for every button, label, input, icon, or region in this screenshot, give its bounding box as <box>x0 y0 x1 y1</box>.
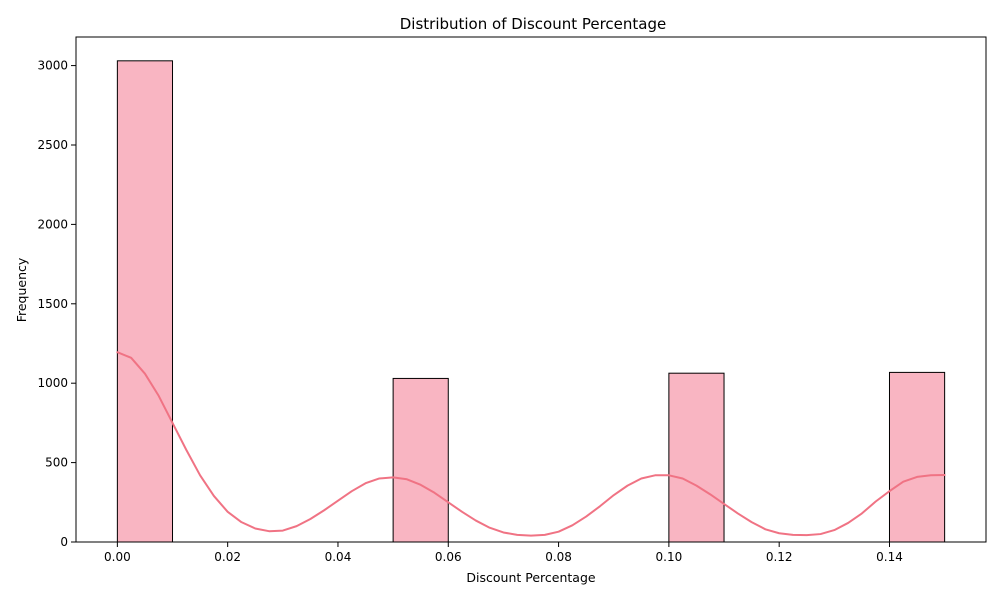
x-tick-label: 0.06 <box>435 550 462 564</box>
histogram-bar-2 <box>668 372 725 543</box>
x-tick-label: 0.14 <box>876 550 903 564</box>
x-tick-label: 0.10 <box>656 550 683 564</box>
y-axis-label: Frequency <box>14 257 29 322</box>
y-tick-label: 1500 <box>37 297 68 311</box>
kde-layer <box>116 351 946 537</box>
plot-frame <box>75 36 987 543</box>
y-tick-label: 2500 <box>37 138 68 152</box>
y-tick-label: 500 <box>45 456 68 470</box>
x-tick-label: 0.08 <box>545 550 572 564</box>
histogram-bars <box>116 60 946 543</box>
histogram-bar-3 <box>888 371 946 543</box>
x-tick-label: 0.12 <box>766 550 793 564</box>
y-tick-label: 2000 <box>37 217 68 231</box>
kde-curve <box>116 351 946 537</box>
x-tick-label: 0.04 <box>325 550 352 564</box>
y-tick-label: 0 <box>60 535 68 549</box>
x-tick-label: 0.00 <box>104 550 131 564</box>
x-axis-label: Discount Percentage <box>466 570 595 585</box>
x-tick-label: 0.02 <box>214 550 241 564</box>
histogram-bar-1 <box>392 377 449 543</box>
y-tick-label: 3000 <box>37 59 68 73</box>
histogram-bar-0 <box>116 60 174 543</box>
x-axis-ticks: 0.00 0.02 0.04 0.06 0.08 0.10 0.12 0.14 <box>104 542 903 564</box>
y-tick-label: 1000 <box>37 376 68 390</box>
y-axis-ticks: 0 500 1000 1500 2000 2500 3000 <box>37 59 76 549</box>
chart-title: Distribution of Discount Percentage <box>400 15 667 33</box>
